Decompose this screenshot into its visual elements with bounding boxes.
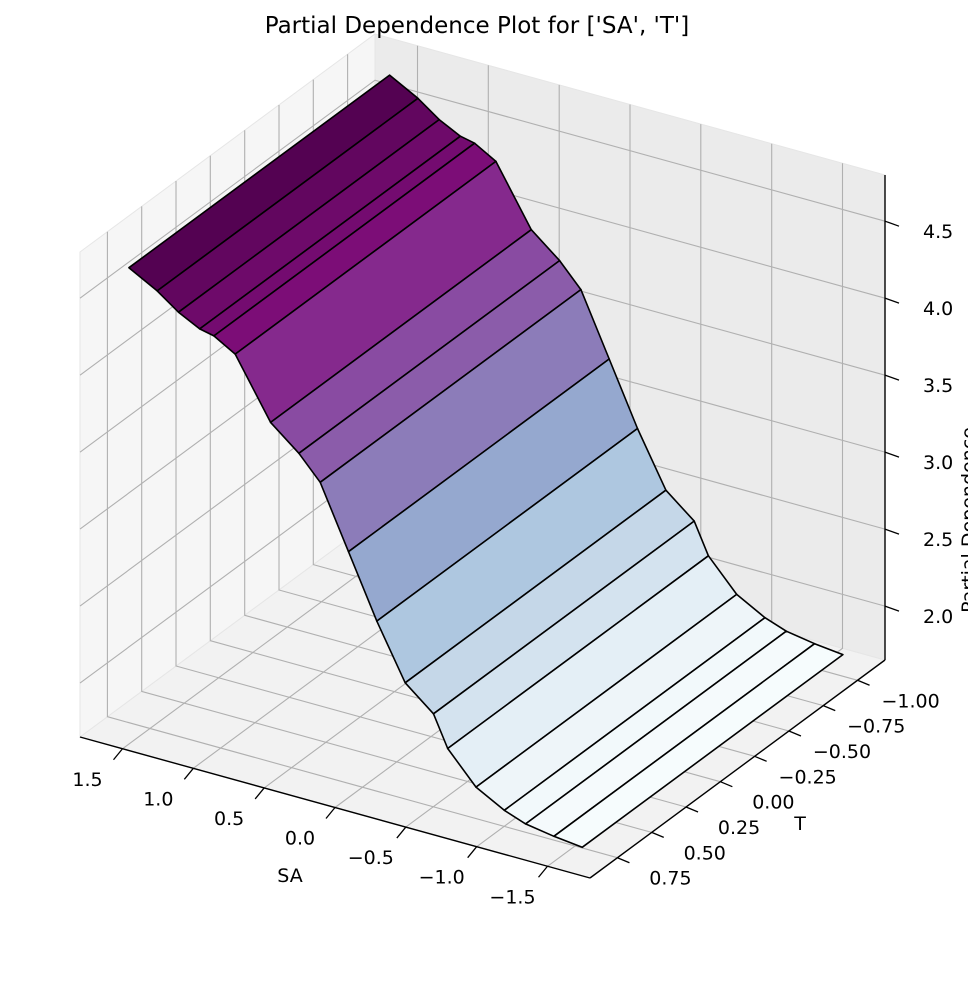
y-tick-label: −0.50: [813, 741, 871, 763]
y-tick-mark: [651, 831, 664, 838]
x-tick-mark: [325, 807, 336, 819]
x-tick-mark: [254, 787, 265, 800]
y-tick-mark: [685, 806, 699, 813]
z-tick-mark: [884, 605, 900, 612]
x-tick-label: 1.0: [143, 788, 173, 810]
z-tick-label: 3.0: [923, 452, 953, 474]
y-tick-mark: [788, 730, 802, 737]
y-tick-label: −1.00: [881, 690, 939, 712]
z-tick-mark: [884, 528, 900, 535]
x-tick-label: 0.5: [214, 808, 244, 830]
x-tick-mark: [467, 846, 478, 859]
z-axis-label: Partial Dependence: [958, 427, 968, 613]
y-axis-line: [589, 659, 886, 879]
y-tick-mark: [617, 857, 630, 864]
y-axis-label: T: [793, 813, 806, 835]
tick-labels: 1.5 1.0 0.5 0.0 −0.5 −1.0 −1.5 −1.00 −0.75 −0.50 −…: [72, 221, 953, 908]
x-axis-label: SA: [277, 865, 302, 887]
x-tick-label: −1.5: [489, 886, 535, 908]
y-tick-label: 0.25: [718, 817, 760, 839]
x-tick-label: 1.5: [72, 769, 102, 791]
x-tick-mark: [396, 826, 407, 839]
surface-strip: [553, 642, 844, 849]
z-tick-label: 3.5: [923, 375, 953, 397]
x-tick-mark: [537, 865, 549, 878]
surface: [128, 74, 844, 849]
x-tick-label: −1.0: [419, 867, 465, 889]
y-tick-label: 0.00: [752, 792, 794, 814]
x-tick-mark: [183, 767, 194, 780]
x-tick-mark: [112, 748, 124, 761]
z-gridline: [79, 79, 886, 299]
z-tick-mark: [884, 451, 900, 458]
y-tick-mark: [857, 679, 870, 686]
z-tick-label: 2.0: [923, 606, 953, 628]
y-tick-mark: [720, 781, 733, 788]
z-tick-label: 4.0: [923, 298, 953, 320]
y-gridline: [106, 231, 618, 859]
y-tick-label: −0.25: [779, 766, 837, 788]
axes: [79, 175, 900, 879]
x-tick-label: 0.0: [285, 828, 315, 850]
y-tick-mark: [823, 705, 836, 712]
z-tick-mark: [884, 297, 900, 304]
z-tick-mark: [884, 220, 900, 227]
chart-title: Partial Dependence Plot for ['SA', 'T']: [265, 13, 689, 39]
y-tick-mark: [754, 755, 767, 762]
y-tick-label: 0.75: [649, 868, 691, 890]
z-tick-label: 2.5: [923, 529, 953, 551]
y-tick-label: 0.50: [684, 842, 726, 864]
x-tick-label: −0.5: [348, 847, 394, 869]
y-tick-label: −0.75: [847, 716, 905, 738]
z-tick-label: 4.5: [923, 221, 953, 243]
z-tick-mark: [884, 374, 900, 381]
